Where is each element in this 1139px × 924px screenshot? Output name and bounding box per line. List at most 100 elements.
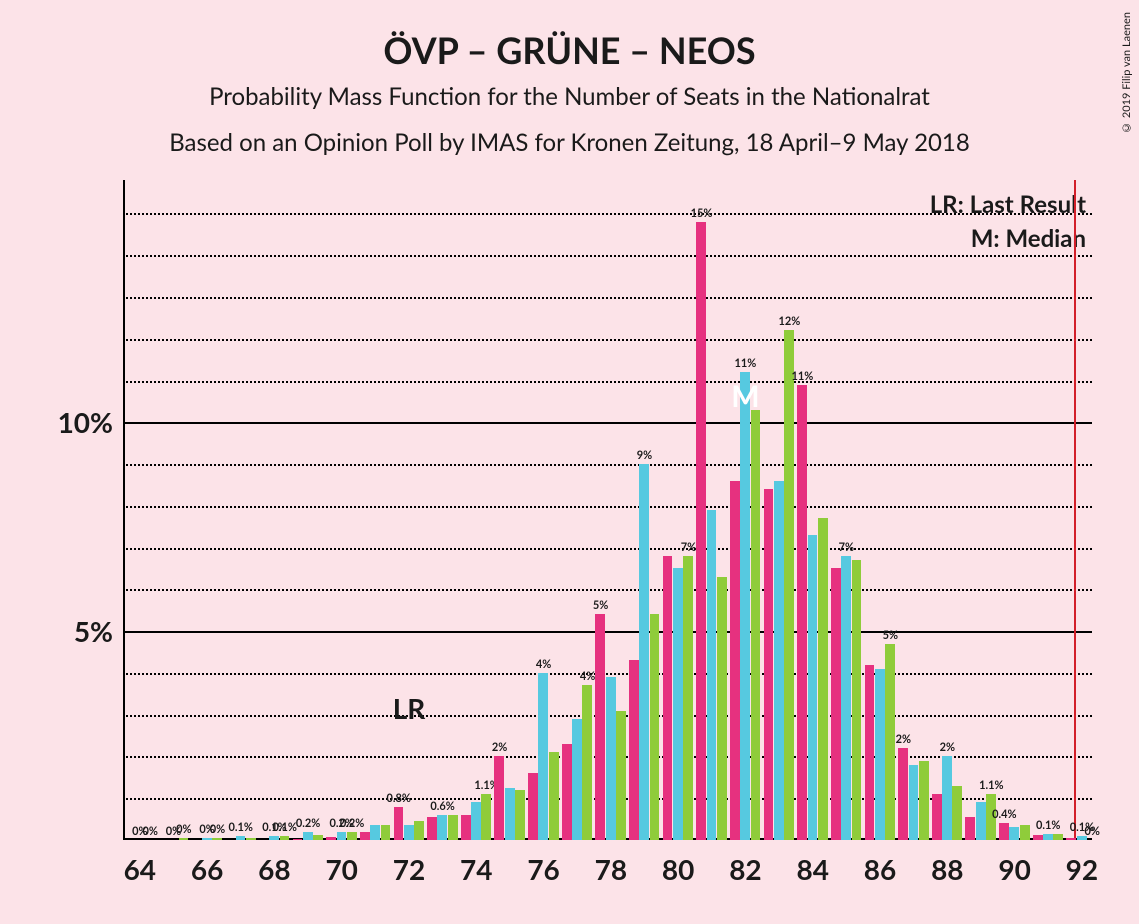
- bar: [919, 761, 929, 840]
- bar: [269, 836, 279, 840]
- bar-value-label: 0.1%: [229, 821, 253, 834]
- bar: [730, 481, 740, 840]
- bar: [414, 821, 424, 840]
- bar-value-label: 0.6%: [430, 800, 454, 813]
- bar: [797, 385, 807, 840]
- bar: [572, 719, 582, 840]
- y-axis-tick: 10%: [58, 405, 113, 439]
- bar-value-label: 4%: [580, 670, 595, 683]
- x-axis-tick: 76: [527, 852, 559, 886]
- bar: [650, 614, 660, 840]
- bar: [865, 665, 875, 840]
- bar: [898, 748, 908, 840]
- bar: [313, 835, 323, 840]
- bar: [965, 817, 975, 840]
- x-axis-tick: 86: [864, 852, 896, 886]
- bar-value-label: 0.1%: [273, 821, 297, 834]
- bar: [280, 836, 290, 840]
- bar-value-label: 11%: [792, 370, 814, 383]
- y-axis: [123, 180, 125, 840]
- x-axis-tick: 84: [796, 852, 828, 886]
- chart-subtitle-1: Probability Mass Function for the Number…: [0, 82, 1139, 111]
- bar: [461, 815, 471, 840]
- bar: [909, 765, 919, 840]
- x-axis-tick: 66: [191, 852, 223, 886]
- y-axis-tick: 5%: [74, 614, 113, 648]
- bar-value-label: 0.2%: [296, 817, 320, 830]
- bar: [707, 510, 717, 840]
- bar: [404, 825, 414, 840]
- bar: [360, 832, 370, 840]
- grid-minor-line: [123, 297, 1092, 299]
- bar: [562, 744, 572, 840]
- bar-value-label: 2%: [896, 733, 911, 746]
- bar-value-label: 0%: [176, 823, 191, 836]
- grid-minor-line: [123, 589, 1092, 591]
- chart-subtitle-2: Based on an Opinion Poll by IMAS for Kro…: [0, 128, 1139, 157]
- copyright-text: © 2019 Filip van Laenen: [1120, 12, 1133, 134]
- grid-major-line: [123, 422, 1092, 424]
- bar: [1053, 834, 1063, 840]
- bar-value-label: 0%: [142, 825, 157, 838]
- bar: [394, 807, 404, 840]
- bar: [582, 685, 592, 840]
- bar: [494, 756, 504, 840]
- x-axis-tick: 92: [1066, 852, 1098, 886]
- bar-value-label: 0.2%: [340, 817, 364, 830]
- x-axis-tick: 70: [325, 852, 357, 886]
- bar: [505, 788, 515, 840]
- x-axis-tick: 78: [595, 852, 627, 886]
- bar: [683, 556, 693, 840]
- bar: [1066, 838, 1076, 840]
- bar: [784, 330, 794, 840]
- bar: [751, 410, 761, 840]
- bar: [370, 825, 380, 840]
- bar: [932, 794, 942, 840]
- bar-value-label: 11%: [735, 357, 757, 370]
- bar: [481, 794, 491, 840]
- guide-line: [1074, 180, 1076, 840]
- bar-value-label: 1.1%: [979, 779, 1003, 792]
- bar: [852, 560, 862, 840]
- bar: [471, 802, 481, 840]
- bar-value-label: 7%: [681, 541, 696, 554]
- bar: [808, 535, 818, 840]
- bar: [381, 825, 391, 840]
- x-axis-tick: 80: [662, 852, 694, 886]
- bar: [595, 614, 605, 840]
- x-axis-tick: 74: [460, 852, 492, 886]
- bar: [616, 711, 626, 840]
- bar: [448, 815, 458, 840]
- grid-minor-line: [123, 464, 1092, 466]
- bar-value-label: 15%: [691, 207, 713, 220]
- bar: [952, 786, 962, 840]
- bar: [663, 556, 673, 840]
- x-axis-tick: 82: [729, 852, 761, 886]
- bar: [236, 836, 246, 840]
- bar: [942, 756, 952, 840]
- bar: [774, 481, 784, 840]
- bar-value-label: 0.4%: [992, 808, 1016, 821]
- grid-minor-line: [123, 506, 1092, 508]
- bar: [717, 577, 727, 840]
- grid-minor-line: [123, 673, 1092, 675]
- bar-value-label: 5%: [593, 599, 608, 612]
- bar: [740, 372, 750, 840]
- median-marker: M: [731, 378, 759, 414]
- bar: [639, 464, 649, 840]
- bar: [1009, 827, 1019, 840]
- bar: [841, 556, 851, 840]
- bar: [549, 752, 559, 840]
- bar: [293, 839, 303, 840]
- bar: [629, 660, 639, 840]
- grid-major-line: [123, 631, 1092, 633]
- x-axis-tick: 64: [124, 852, 156, 886]
- plot-area: LR: Last Result M: Median 5%10%646668707…: [123, 180, 1092, 840]
- bar: [875, 669, 885, 840]
- bar-value-label: 5%: [883, 629, 898, 642]
- bar-value-label: 0%: [210, 823, 225, 836]
- bar: [1033, 835, 1043, 840]
- bar: [515, 790, 525, 840]
- x-axis-tick: 68: [258, 852, 290, 886]
- bar: [326, 837, 336, 840]
